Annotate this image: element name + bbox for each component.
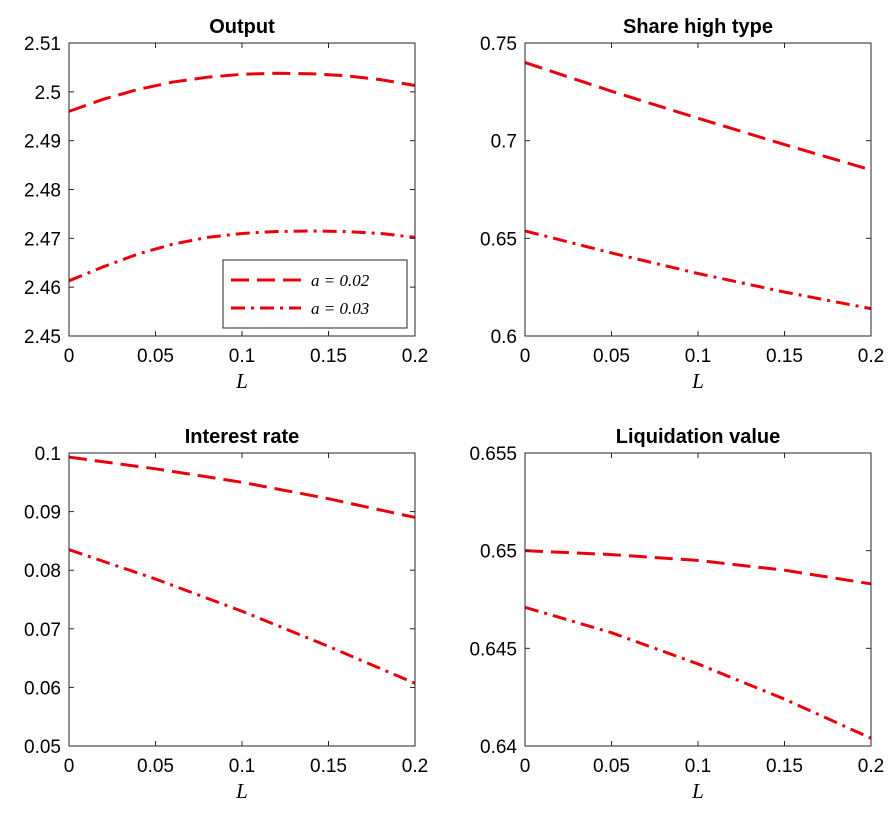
series-line-0 [524, 61, 872, 172]
series-line-1 [524, 229, 872, 311]
y-tick-label: 0.64 [480, 737, 517, 758]
x-tick-label: 0.15 [766, 346, 803, 367]
series-line-0 [524, 549, 872, 586]
series-line-0 [68, 455, 416, 519]
y-tick-label: 0.7 [491, 132, 517, 153]
x-tick-label: 0.15 [310, 346, 347, 367]
chart-panel-3: Liquidation value 0 0.05 0.1 0.15 0.2 0.64 0.64… [469, 426, 884, 803]
chart-title: Share high type [623, 16, 773, 38]
x-tick-label: 0.05 [137, 756, 174, 777]
x-tick-label: 0.05 [137, 346, 174, 367]
y-tick-label: 2.51 [24, 34, 61, 55]
chart-panel-1: Share high type 0 0.05 0.1 0.15 0.2 0.6 0.65 0.7… [480, 16, 884, 393]
y-tick-label: 0.06 [24, 678, 61, 699]
y-tick-label: 0.645 [469, 639, 517, 660]
axes-box [68, 452, 416, 747]
x-tick-label: 0.2 [858, 346, 884, 367]
series-line-0 [68, 71, 416, 113]
axes-box [524, 42, 872, 337]
y-tick-label: 0.6 [491, 327, 517, 348]
y-tick-label: 2.49 [24, 132, 61, 153]
y-tick-label: 2.48 [24, 181, 61, 202]
x-axis-label: L [691, 779, 704, 803]
x-tick-label: 0.1 [685, 346, 711, 367]
x-tick-label: 0.1 [229, 756, 255, 777]
y-tick-label: 0.75 [480, 34, 517, 55]
y-tick-label: 2.47 [24, 229, 61, 250]
legend-entry-0: a = 0.02 [311, 271, 370, 290]
y-tick-label: 2.46 [24, 278, 61, 299]
x-axis-label: L [235, 779, 248, 803]
x-tick-label: 0 [64, 346, 75, 367]
chart-title: Output [209, 16, 275, 38]
y-tick-label: 0.65 [480, 542, 517, 563]
x-tick-label: 0.2 [858, 756, 884, 777]
x-axis-label: L [235, 369, 248, 393]
x-tick-label: 0.05 [593, 756, 630, 777]
legend-box [222, 259, 408, 329]
y-tick-label: 0.08 [24, 561, 61, 582]
series-line-1 [524, 605, 872, 740]
x-tick-label: 0 [520, 346, 531, 367]
x-tick-label: 0 [64, 756, 75, 777]
legend: a = 0.02 a = 0.03 [222, 259, 408, 329]
chart-title: Liquidation value [616, 426, 780, 448]
series-line-1 [68, 229, 416, 283]
y-tick-label: 0.07 [24, 620, 61, 641]
x-tick-label: 0.15 [310, 756, 347, 777]
series-line-1 [68, 548, 416, 685]
x-tick-label: 0.2 [402, 756, 428, 777]
x-tick-label: 0.1 [685, 756, 711, 777]
y-tick-label: 2.5 [35, 83, 61, 104]
y-tick-label: 0.1 [35, 444, 61, 465]
y-tick-label: 0.65 [480, 229, 517, 250]
y-tick-label: 0.05 [24, 737, 61, 758]
x-tick-label: 0.2 [402, 346, 428, 367]
y-tick-label: 2.45 [24, 327, 61, 348]
x-tick-label: 0.1 [229, 346, 255, 367]
chart-title: Interest rate [185, 426, 300, 448]
y-tick-label: 0.655 [469, 444, 517, 465]
x-tick-label: 0.05 [593, 346, 630, 367]
legend-entry-1: a = 0.03 [311, 299, 369, 318]
axes-box [524, 452, 872, 747]
x-axis-label: L [691, 369, 704, 393]
chart-panel-0: Output 0 0.05 0.1 0.15 0.2 2.45 2.46 2.47 2.48 2.4… [24, 16, 428, 393]
y-tick-label: 0.09 [24, 503, 61, 524]
x-tick-label: 0 [520, 756, 531, 777]
x-tick-label: 0.15 [766, 756, 803, 777]
